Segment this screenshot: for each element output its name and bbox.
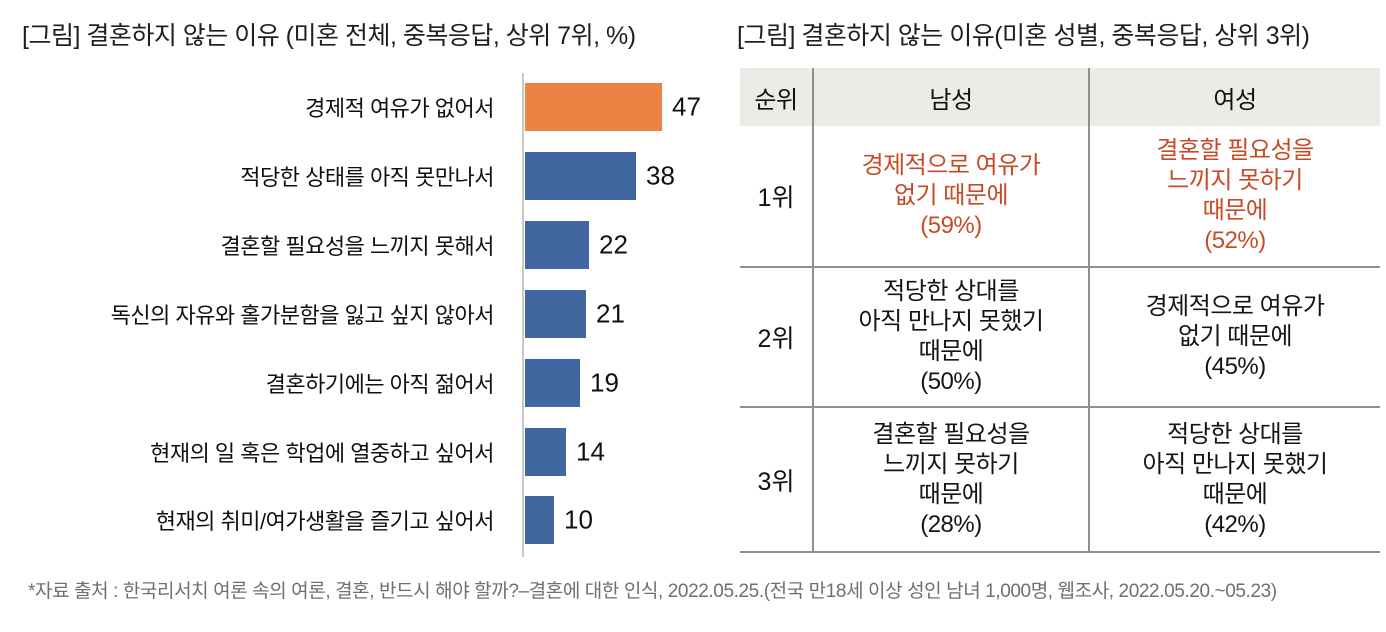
table-header-male: 남성 — [814, 68, 1090, 126]
bar-category-label: 결혼할 필요성을 느끼지 못해서 — [220, 234, 495, 260]
bar-track: 19 — [525, 358, 712, 407]
bar-row: 경제적 여유가 없어서 47 — [22, 73, 712, 142]
bar-track: 10 — [525, 496, 712, 545]
bar-row: 독신의 자유와 홀가분함을 잃고 싶지 않아서 21 — [22, 280, 712, 349]
bar-row: 현재의 일 혹은 학업에 열중하고 싶어서 14 — [22, 417, 712, 486]
bar-row: 결혼할 필요성을 느끼지 못해서 22 — [22, 211, 712, 280]
rank-cell: 3위 — [740, 406, 814, 553]
female-reason-cell: 결혼할 필요성을 느끼지 못하기 때문에 (52%) — [1156, 137, 1314, 254]
table-header-female: 여성 — [1090, 68, 1380, 126]
bar — [525, 152, 636, 201]
bar-rows: 경제적 여유가 없어서 47 적당한 상태를 아직 못만나서 38 결혼할 필요… — [22, 73, 712, 555]
male-reason-cell: 적당한 상대를 아직 만나지 못했기 때문에 (50%) — [814, 266, 1090, 406]
bar-value-label: 47 — [672, 91, 701, 122]
bar-chart: 경제적 여유가 없어서 47 적당한 상태를 아직 못만나서 38 결혼할 필요… — [22, 73, 712, 557]
rank-cell: 1위 — [740, 126, 814, 266]
bar-track: 21 — [525, 289, 712, 338]
bar — [525, 289, 586, 338]
bar-category-label: 독신의 자유와 홀가분함을 잃고 싶지 않아서 — [110, 302, 495, 328]
chart-axis-line — [522, 73, 524, 557]
bar-category-label: 결혼하기에는 아직 젊어서 — [265, 371, 495, 397]
bar-category-label: 경제적 여유가 없어서 — [305, 96, 494, 122]
male-reason-cell: 경제적으로 여유가 없기 때문에 (59%) — [814, 126, 1090, 266]
bar-chart-title: [그림] 결혼하지 않는 이유 (미혼 전체, 중복응답, 상위 7위, %) — [22, 22, 636, 50]
female-reason-cell: 경제적으로 여유가 없기 때문에 (45%) — [1090, 266, 1380, 406]
bar-category-label: 현재의 취미/여가생활을 즐기고 싶어서 — [155, 509, 495, 535]
source-footnote: *자료 출처 : 한국리서치 여론 속의 여론, 결혼, 반드시 해야 할까?–… — [28, 581, 1277, 602]
bar — [525, 427, 566, 476]
bar-value-label: 38 — [646, 160, 675, 191]
table-header-rank: 순위 — [740, 68, 814, 126]
bar-category-label: 현재의 일 혹은 학업에 열중하고 싶어서 — [150, 440, 494, 466]
bar-value-label: 21 — [596, 298, 625, 329]
bar-row: 결혼하기에는 아직 젊어서 19 — [22, 348, 712, 417]
bar — [525, 496, 554, 545]
bar-track: 22 — [525, 221, 712, 270]
rank-cell: 2위 — [740, 266, 814, 406]
female-reason-cell: 적당한 상대를 아직 만나지 못했기 때문에 (42%) — [1090, 406, 1380, 553]
bar-row: 현재의 취미/여가생활을 즐기고 싶어서 10 — [22, 486, 712, 555]
gender-table-title: [그림] 결혼하지 않는 이유(미혼 성별, 중복응답, 상위 3위) — [737, 22, 1310, 50]
bar-track: 38 — [525, 152, 712, 201]
gender-table: 순위 남성 여성 1위 경제적으로 여유가 없기 때문에 (59%) 결혼할 필요성… — [740, 68, 1380, 553]
bar-track: 14 — [525, 427, 712, 476]
bar — [525, 358, 580, 407]
bar-value-label: 14 — [576, 436, 605, 467]
bar — [525, 83, 662, 132]
bar-category-label: 적당한 상태를 아직 못만나서 — [240, 165, 494, 191]
bar-track: 47 — [525, 83, 712, 132]
bar-value-label: 10 — [564, 504, 593, 535]
bar-value-label: 22 — [599, 229, 628, 260]
bar-row: 적당한 상태를 아직 못만나서 38 — [22, 142, 712, 211]
bar — [525, 221, 589, 270]
male-reason-cell: 결혼할 필요성을 느끼지 못하기 때문에 (28%) — [814, 406, 1090, 553]
bar-value-label: 19 — [590, 367, 619, 398]
